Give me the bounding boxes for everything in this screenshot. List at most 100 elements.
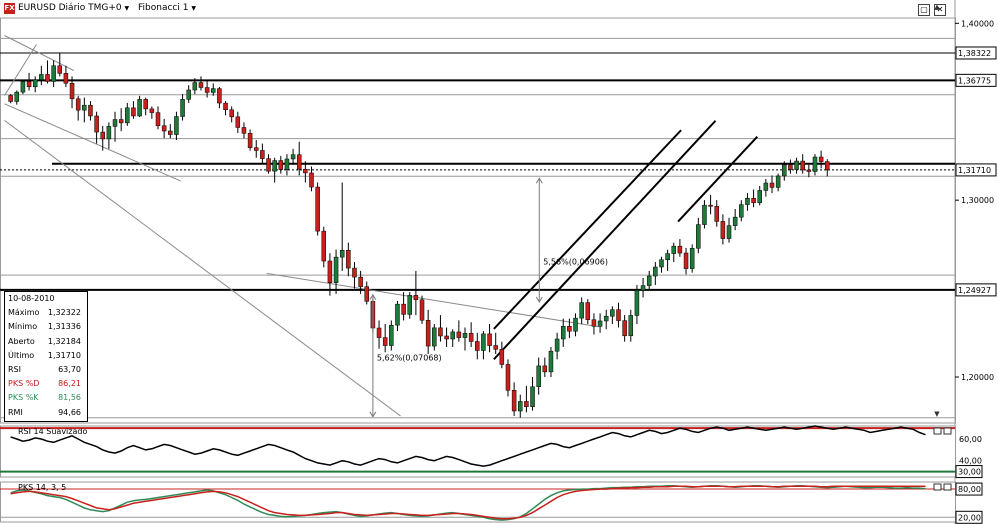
study-selector[interactable]: Fibonacci 1 ▼ [138,3,196,13]
candle-body [634,289,640,316]
candle-body [168,130,173,135]
trend-line [4,44,37,96]
info-label: Último [8,350,35,360]
candle-body [57,65,63,74]
info-label: RMI [8,407,23,417]
measure-arrow [369,293,377,301]
candle-body [597,320,603,327]
scroll-down-arrow[interactable]: ▼ [934,410,940,418]
candle-body [303,168,308,174]
info-value: 81,56 [58,393,81,403]
info-label: PKS %D [8,379,40,389]
candle-body [309,172,314,188]
candle-body [247,133,253,148]
symbol-selector[interactable]: EURUSD Diário TMG+0 ▼ [18,3,129,13]
candle-body [235,116,241,128]
candle-body [204,87,210,93]
info-value: 1,31710 [47,350,81,360]
candle-body [560,326,566,340]
candle-body [591,319,597,327]
candle-body [818,156,824,162]
pks-level-label: 20,00 [958,513,981,522]
candle-body [223,102,228,111]
maximize-button[interactable]: ▢ [918,4,930,16]
candle-body [825,161,830,171]
level-label: 1,31710 [958,166,991,175]
candle-body [290,154,296,160]
candle-body [69,83,75,100]
candle-body [26,81,32,88]
info-value: 63,70 [58,364,81,374]
candle-body [536,365,541,387]
level-label-box [955,283,997,297]
candle-body [321,230,327,262]
rsi-pane-frame [0,425,956,478]
info-row: RMI 94,66 [5,406,87,420]
measure-arrow [369,411,377,418]
fx-icon: FX [4,3,15,14]
pane-maximize-icon [933,427,942,435]
candle-body [511,390,517,412]
candle-body [708,204,713,207]
candle-body [211,88,216,93]
candle-body [217,88,222,104]
rsi-level-label: 30,00 [958,468,981,477]
pks-title: PKS 14, 3, 5 [18,483,66,492]
candle-body [732,216,738,226]
level-label: 1,24927 [958,286,991,295]
price-tick-label: 1,40000 [961,19,994,28]
trend-line [4,119,401,417]
candle-body [32,79,38,88]
candle-body [284,158,290,170]
candle-body [745,197,750,205]
level-label-box [955,163,997,177]
candle-body [106,126,112,140]
study-label: Fibonacci 1 [138,3,189,13]
info-date: 10-08-2010 [5,292,87,306]
candle-body [327,260,333,284]
candle-body [198,82,204,88]
close-button[interactable]: ✕ [934,4,946,16]
candle-body [800,160,805,171]
candle-body [579,302,584,319]
candle-body [468,333,474,342]
candle-body [475,341,480,351]
trend-line [493,120,717,361]
measure-arrow [535,296,543,304]
candle-body [438,327,443,337]
level-label: 1,36775 [958,76,991,85]
candle-body [646,275,652,286]
candle-body [112,119,118,127]
measure-label: 5,56%(0,06906) [543,258,608,267]
candle-body [88,104,93,117]
candle-body [794,160,799,170]
level-label-box [955,46,997,60]
candle-body [671,245,677,254]
chart-header: FX EURUSD Diário TMG+0 ▼ Fibonacci 1 ▼ ▢… [0,0,998,18]
candle-body [333,256,339,284]
symbol-label: EURUSD Diário TMG+0 [18,3,122,13]
rsi-tick-label: 40,00 [959,457,982,466]
candle-body [757,190,762,204]
candle-body [677,245,683,254]
candle-body [419,299,425,321]
candle-body [94,115,99,133]
candle-body [542,365,548,373]
candle-body [155,112,161,126]
candle-body [665,253,670,261]
candle-body [689,248,695,269]
candle-body [763,182,769,191]
candle-body [395,303,400,326]
candle-body [683,252,689,269]
candle-body [174,116,179,135]
scroll-up-arrow[interactable]: ▲ [934,3,940,11]
candle-body [481,333,486,351]
rsi-tick-label: 60,00 [959,435,982,444]
candle-body [8,95,13,102]
candle-body [554,338,560,352]
candle-body [82,104,87,111]
candle-body [425,319,431,347]
info-date-value: 10-08-2010 [8,294,55,303]
candle-body [118,119,124,124]
